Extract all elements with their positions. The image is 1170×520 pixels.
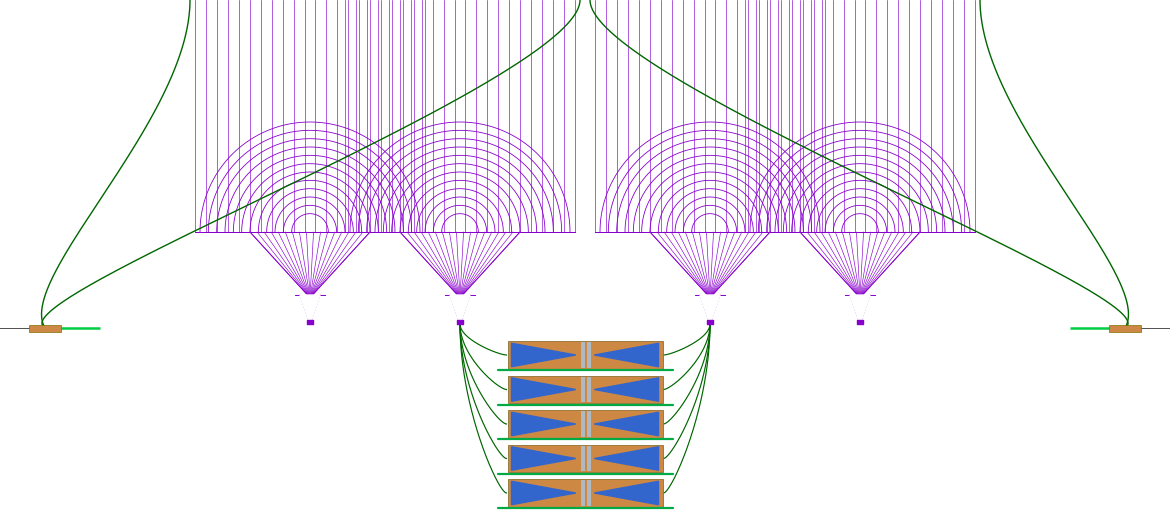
- Bar: [587, 411, 591, 437]
- Polygon shape: [511, 412, 576, 436]
- Bar: [581, 342, 585, 368]
- Bar: [508, 341, 662, 369]
- Polygon shape: [594, 447, 659, 470]
- Bar: [29, 324, 61, 332]
- Polygon shape: [450, 295, 470, 320]
- Polygon shape: [849, 295, 870, 320]
- Bar: [581, 446, 585, 471]
- Bar: [508, 445, 662, 472]
- Polygon shape: [594, 412, 659, 436]
- Bar: [508, 479, 662, 507]
- Bar: [587, 480, 591, 506]
- Polygon shape: [594, 378, 659, 401]
- Bar: [1109, 324, 1141, 332]
- Polygon shape: [511, 481, 576, 505]
- Bar: [581, 411, 585, 437]
- Polygon shape: [511, 447, 576, 470]
- Polygon shape: [511, 343, 576, 367]
- Polygon shape: [700, 295, 720, 320]
- Bar: [508, 376, 662, 403]
- Bar: [508, 410, 662, 438]
- Bar: [587, 377, 591, 402]
- Polygon shape: [594, 481, 659, 505]
- Polygon shape: [594, 343, 659, 367]
- Polygon shape: [300, 295, 321, 320]
- Bar: [581, 377, 585, 402]
- Bar: [581, 480, 585, 506]
- Bar: [587, 342, 591, 368]
- Polygon shape: [511, 378, 576, 401]
- Bar: [587, 446, 591, 471]
